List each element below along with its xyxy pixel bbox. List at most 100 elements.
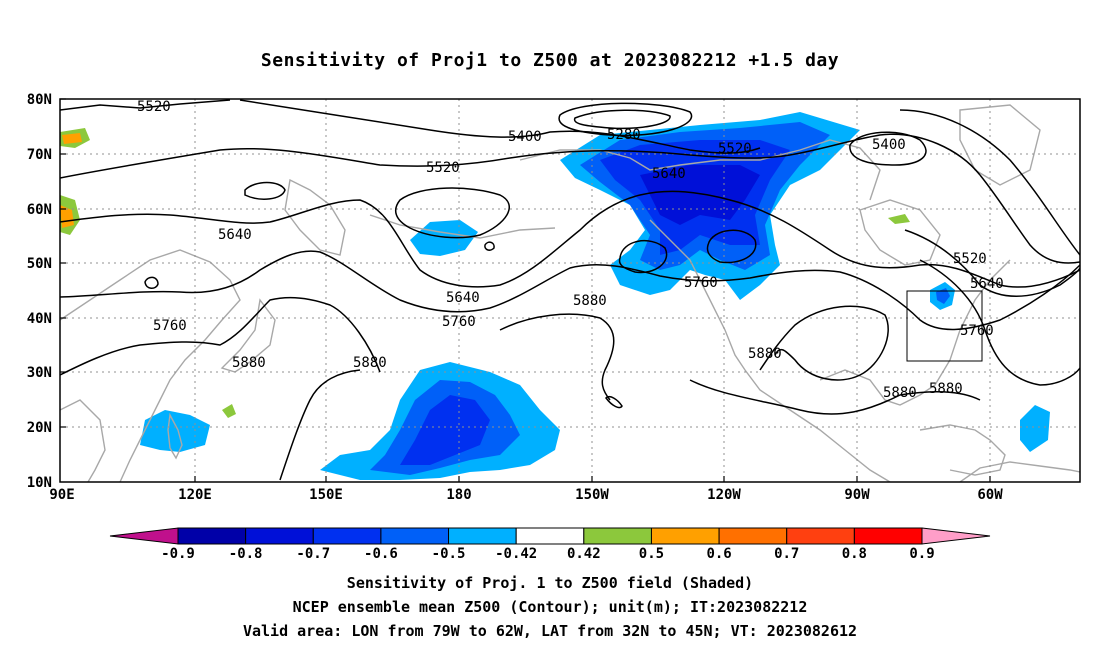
coast-asia [60, 249, 241, 482]
contour-5280 [558, 102, 693, 137]
lat-label: 60N [27, 202, 52, 218]
shade-blob-160e [410, 220, 478, 256]
caption-line-1: Sensitivity of Proj. 1 to Z500 field (Sh… [346, 574, 754, 592]
contour-5760-main [60, 250, 1080, 331]
colorbar-label: -0.5 [432, 546, 466, 562]
contour-5640-main [60, 190, 1080, 288]
contour-label: 5760 [442, 314, 476, 330]
contour-5880-south [689, 379, 981, 415]
colorbar-label: 0.7 [774, 546, 799, 562]
lon-label: 90E [49, 487, 74, 503]
contour-5400-north [60, 99, 231, 111]
valid-area-box [906, 290, 983, 362]
contour-5520-loop [244, 181, 286, 200]
axis-ticks [60, 98, 991, 482]
shade-subtropical-core [400, 395, 490, 465]
lat-label: 80N [27, 92, 52, 108]
colorbar-left-triangle [109, 527, 179, 545]
coast-philippines [167, 412, 183, 460]
latitude-labels: 80N 70N 60N 50N 40N 30N 20N 10N [27, 92, 52, 491]
colorbar-cell [515, 527, 585, 545]
contour-5400-main [239, 99, 761, 154]
coast-aleutians [369, 214, 556, 239]
contour-5880-subtrop [279, 369, 361, 481]
caption-line-2: NCEP ensemble mean Z500 (Contour); unit(… [292, 598, 808, 616]
lat-label: 40N [27, 311, 52, 327]
contour-5640-atl [904, 229, 1080, 297]
colorbar-cell [245, 527, 314, 545]
colorbar-cell [380, 527, 450, 545]
contour-label: 5640 [652, 166, 686, 182]
coast-kamchatka [284, 178, 346, 256]
contour-label: 5640 [970, 276, 1004, 292]
lat-label: 10N [27, 475, 52, 491]
coast-s-america [959, 461, 1080, 482]
lat-label: 30N [27, 365, 52, 381]
colorbar-label: -0.9 [161, 546, 195, 562]
contour-label: 5880 [232, 355, 266, 371]
longitude-labels: 90E 120E 150E 180 150W 120W 90W 60W [49, 487, 1003, 503]
contour-label: 5640 [218, 227, 252, 243]
lon-label: 120W [707, 487, 741, 503]
colorbar-label: 0.9 [909, 546, 934, 562]
contour-5520-main [60, 133, 981, 179]
lon-label: 60W [977, 487, 1003, 503]
contour-5520-low [394, 187, 510, 239]
contour-5640-loop2 [706, 229, 757, 264]
contour-label: 5760 [153, 318, 187, 334]
coast-greenland [959, 104, 1041, 186]
contour-label: 5520 [718, 141, 752, 157]
contour-labels: 5520 5400 5280 5520 5520 5640 5400 5640 … [137, 99, 1004, 401]
contour-label: 5520 [137, 99, 171, 115]
shade-tropical-atlantic [1020, 405, 1050, 452]
lon-label: 90W [844, 487, 870, 503]
colorbar-label: -0.7 [296, 546, 330, 562]
coast-indochina [60, 399, 106, 482]
contour-label: 5880 [883, 385, 917, 401]
colorbar-cell [853, 527, 923, 545]
contour-label: 5880 [573, 293, 607, 309]
colorbar-cell [312, 527, 382, 545]
contour-label: 5760 [684, 275, 718, 291]
graticule [60, 99, 1080, 482]
contour-label: 5280 [607, 127, 641, 143]
lon-label: 150W [575, 487, 609, 503]
colorbar-cell [650, 527, 720, 545]
contour-label: 5760 [960, 323, 994, 339]
colorbar-cell [718, 527, 788, 545]
shade-philippines [140, 410, 210, 452]
shade-valid-core [936, 288, 950, 304]
coast-caribbean [919, 424, 1006, 476]
contour-5520-greenland [849, 131, 927, 166]
contour-label: 5400 [508, 129, 542, 145]
contour-5760-loop [144, 276, 159, 289]
colorbar-labels: -0.9 -0.8 -0.7 -0.6 -0.5 -0.42 0.42 0.5 0.6 0.7 0.… [161, 546, 935, 562]
lon-label: 180 [446, 487, 471, 503]
contour-label: 5640 [446, 290, 480, 306]
lon-label: 150E [309, 487, 343, 503]
caption-line-3: Valid area: LON from 79W to 62W, LAT fro… [242, 622, 858, 640]
contour-label: 5880 [748, 346, 782, 362]
colorbar-label: -0.8 [229, 546, 263, 562]
map-frame [59, 98, 1081, 483]
lat-label: 70N [27, 147, 52, 163]
contour-label: 5880 [353, 355, 387, 371]
contour-5280b [573, 109, 671, 130]
sensitivity-shading [60, 112, 1050, 480]
colorbar-label: 0.6 [706, 546, 731, 562]
coast-gulf [819, 259, 1011, 406]
contour-5520-atl [979, 174, 1080, 264]
map-title: Sensitivity of Proj1 to Z500 at 20230822… [260, 50, 840, 71]
lon-label: 120E [178, 487, 212, 503]
contour-5640-loop [618, 240, 668, 274]
contour-small-loop2 [605, 395, 623, 409]
coast-hudson [859, 199, 941, 266]
colorbar-label: 0.42 [567, 546, 601, 562]
colorbar-label: 0.8 [842, 546, 867, 562]
colorbar-label: -0.42 [495, 546, 537, 562]
z500-contours [60, 99, 1080, 481]
colorbar-label: -0.6 [364, 546, 398, 562]
contour-5400-atl [899, 109, 1080, 256]
colorbar-cell [583, 527, 652, 545]
